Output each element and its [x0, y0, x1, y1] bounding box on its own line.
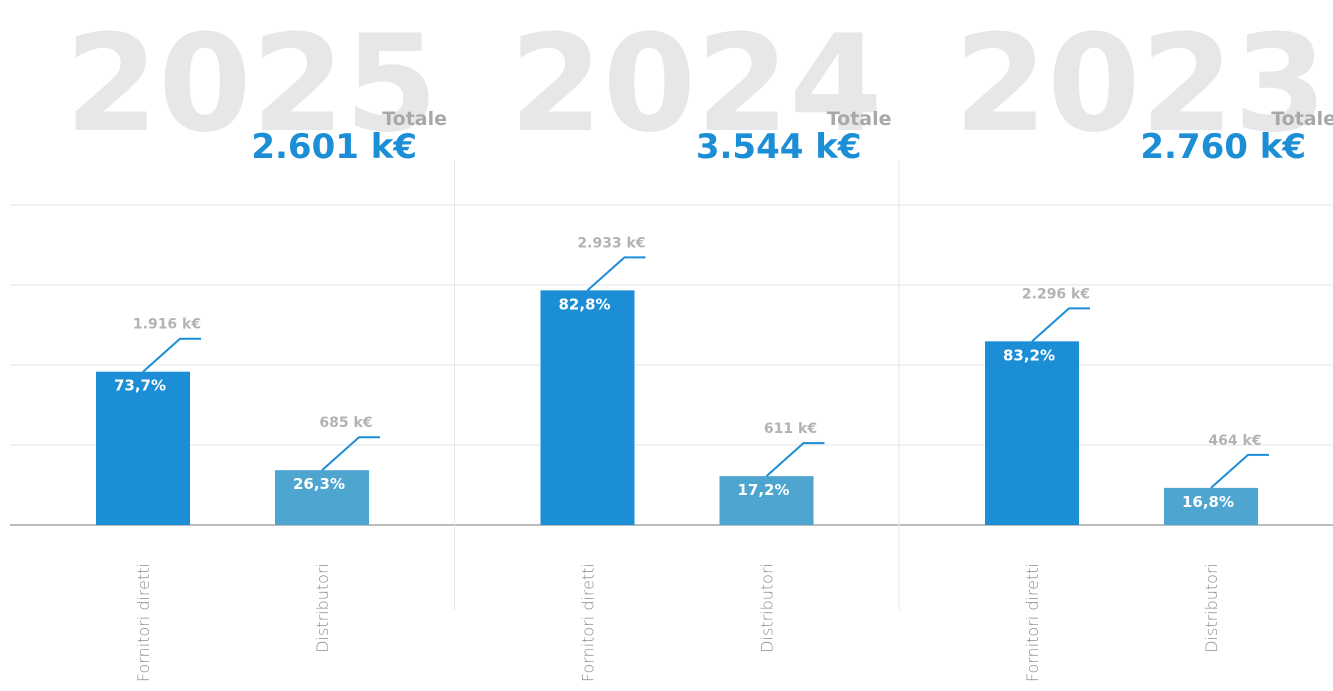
bar: [96, 371, 190, 525]
value-label: 611 k€: [764, 421, 817, 437]
total-caption: Totale: [1271, 108, 1333, 130]
share-label: 26,3%: [293, 475, 345, 493]
callout-line: [321, 436, 380, 471]
share-label: 17,2%: [737, 481, 789, 499]
year-title: 2024: [510, 6, 883, 162]
value-label: 685 k€: [319, 415, 372, 431]
bar: [719, 476, 814, 525]
bar: [1164, 487, 1258, 525]
total-caption: Totale: [382, 108, 447, 130]
category-label: Fornitori diretti: [134, 563, 153, 682]
bar: [985, 341, 1079, 525]
total-caption: Totale: [827, 108, 892, 130]
callout-line: [1031, 307, 1090, 343]
year-title: 2023: [954, 6, 1327, 162]
share-label: 16,8%: [1182, 493, 1234, 511]
total-value: 3.544 k€: [696, 127, 862, 167]
year-title: 2025: [65, 6, 438, 162]
share-label: 83,2%: [1003, 346, 1055, 364]
value-label: 2.933 k€: [577, 235, 645, 251]
share-label: 73,7%: [114, 377, 166, 395]
total-value: 2.601 k€: [251, 127, 417, 167]
total-value: 2.760 k€: [1140, 127, 1306, 167]
bar: [275, 470, 369, 525]
category-label: Distributori: [313, 563, 332, 653]
value-label: 464 k€: [1208, 433, 1261, 449]
category-label: Fornitori diretti: [579, 563, 598, 682]
callout-line: [142, 337, 201, 373]
value-label: 2.296 k€: [1022, 286, 1090, 302]
callout-line: [586, 256, 646, 292]
category-label: Distributori: [1202, 563, 1221, 653]
callout-line: [765, 442, 825, 477]
value-label: 1.916 k€: [133, 317, 201, 333]
share-label: 82,8%: [558, 295, 610, 313]
category-label: Fornitori diretti: [1023, 563, 1042, 682]
bar: [540, 290, 635, 525]
category-label: Distributori: [758, 563, 777, 653]
callout-line: [1210, 453, 1269, 489]
